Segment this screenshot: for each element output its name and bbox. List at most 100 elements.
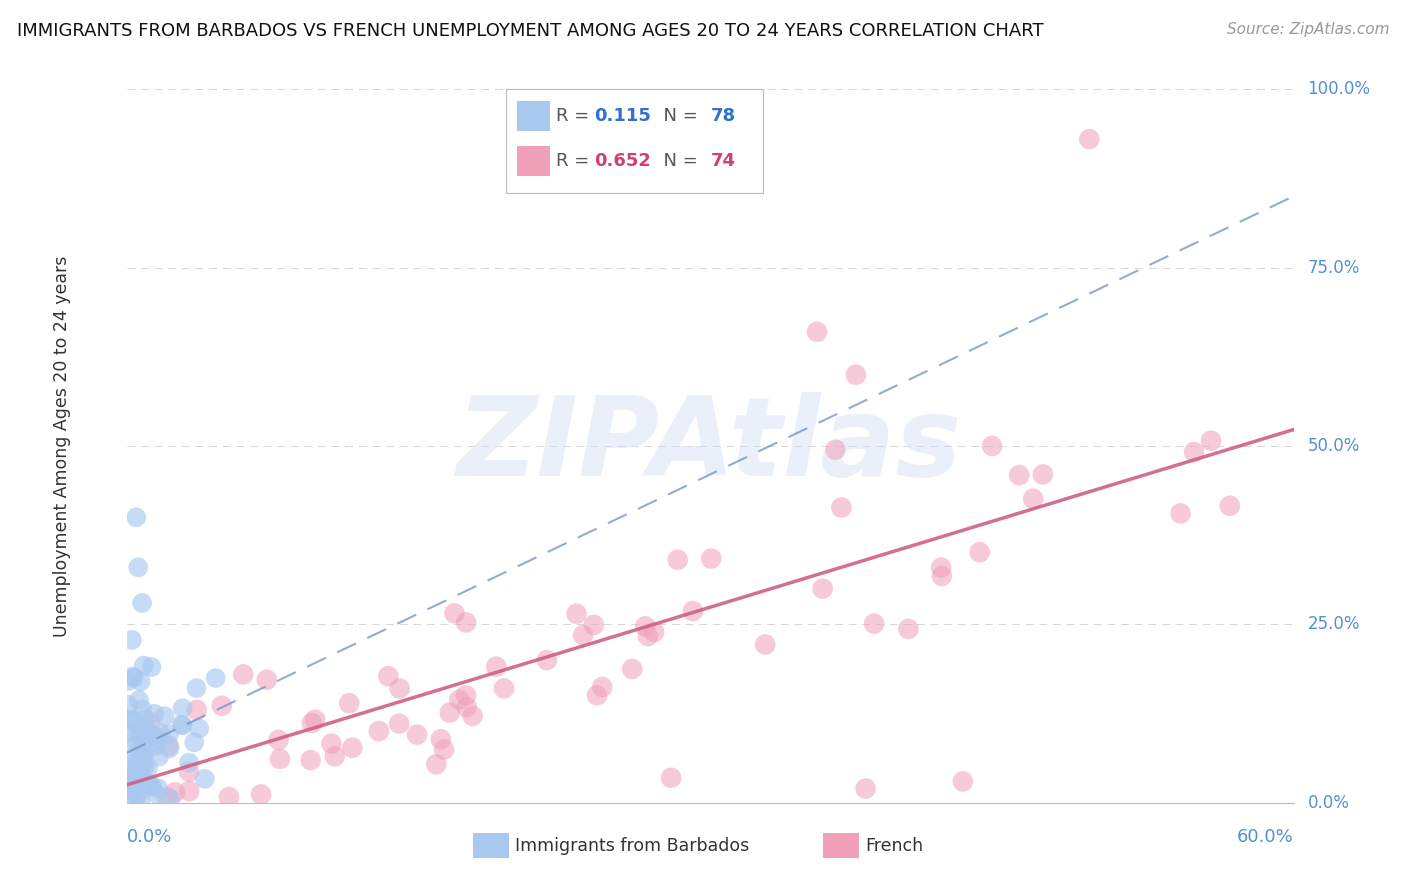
Point (388, 681, 411, 696)
Point (565, 607, 588, 621)
Text: French: French (865, 837, 924, 855)
Point (177, 756, 200, 770)
Point (377, 669, 399, 683)
Point (1022, 491, 1045, 506)
Point (127, 756, 149, 770)
Text: 100.0%: 100.0% (1308, 80, 1371, 98)
Point (572, 628, 595, 642)
Point (177, 764, 200, 779)
Point (232, 667, 254, 681)
Point (256, 673, 278, 687)
Point (139, 778, 162, 792)
Point (128, 693, 150, 707)
Point (536, 653, 558, 667)
Point (321, 737, 343, 751)
Point (643, 625, 665, 640)
Point (118, 772, 141, 787)
Point (146, 737, 169, 751)
Point (156, 790, 179, 805)
Point (170, 717, 193, 731)
Point (146, 781, 169, 796)
Text: 0.0%: 0.0% (1308, 794, 1350, 812)
Point (120, 784, 142, 798)
Point (131, 702, 153, 716)
Point (406, 728, 429, 742)
Point (129, 674, 152, 689)
Point (172, 701, 194, 715)
Point (211, 698, 233, 713)
Point (127, 560, 149, 574)
Point (132, 740, 155, 755)
Point (124, 731, 146, 746)
Point (132, 747, 155, 761)
Point (1182, 445, 1205, 459)
Point (141, 780, 163, 794)
Point (811, 582, 834, 596)
Point (134, 713, 156, 727)
Point (157, 727, 180, 741)
Text: Source: ZipAtlas.com: Source: ZipAtlas.com (1226, 22, 1389, 37)
Point (586, 688, 609, 702)
Point (125, 789, 148, 804)
Point (388, 716, 411, 731)
Point (163, 785, 186, 799)
Point (125, 738, 148, 752)
Point (127, 769, 149, 783)
Point (1170, 507, 1192, 521)
Text: Unemployment Among Ages 20 to 24 years: Unemployment Among Ages 20 to 24 years (53, 255, 72, 637)
Point (121, 725, 143, 739)
Point (337, 696, 360, 710)
Point (637, 629, 659, 643)
Point (131, 596, 153, 610)
Point (131, 754, 153, 768)
FancyBboxPatch shape (517, 101, 550, 130)
Point (142, 729, 165, 743)
Point (131, 769, 153, 783)
Point (301, 716, 323, 731)
Point (121, 669, 143, 683)
Point (142, 728, 165, 742)
Point (118, 714, 141, 728)
Point (122, 671, 145, 685)
Point (634, 619, 657, 633)
Point (433, 742, 456, 756)
Point (134, 760, 156, 774)
Point (830, 500, 852, 515)
Point (117, 673, 139, 688)
Text: 0.0%: 0.0% (127, 828, 172, 846)
FancyBboxPatch shape (474, 833, 509, 858)
Point (855, 781, 877, 796)
Point (129, 748, 152, 763)
Point (127, 763, 149, 777)
Point (299, 753, 322, 767)
Point (183, 735, 205, 749)
Point (128, 745, 150, 759)
Point (145, 731, 167, 745)
Text: ZIPAtlas: ZIPAtlas (457, 392, 963, 500)
Point (621, 662, 644, 676)
Point (1008, 468, 1031, 483)
Point (172, 718, 194, 732)
Point (132, 658, 155, 673)
Point (141, 660, 163, 674)
Point (124, 748, 146, 763)
Point (700, 551, 723, 566)
Point (124, 773, 146, 788)
Point (117, 756, 139, 771)
Point (897, 622, 920, 636)
Point (136, 777, 159, 791)
Point (1078, 132, 1101, 146)
Text: 75.0%: 75.0% (1308, 259, 1360, 277)
Point (149, 726, 172, 740)
Point (682, 604, 704, 618)
Text: Immigrants from Barbados: Immigrants from Barbados (515, 837, 749, 855)
Point (117, 788, 139, 802)
Point (342, 740, 364, 755)
Point (132, 749, 155, 764)
Text: 0.652: 0.652 (595, 152, 651, 169)
Point (186, 703, 208, 717)
Point (659, 771, 682, 785)
Point (145, 739, 167, 754)
Point (118, 779, 141, 793)
Point (461, 709, 484, 723)
